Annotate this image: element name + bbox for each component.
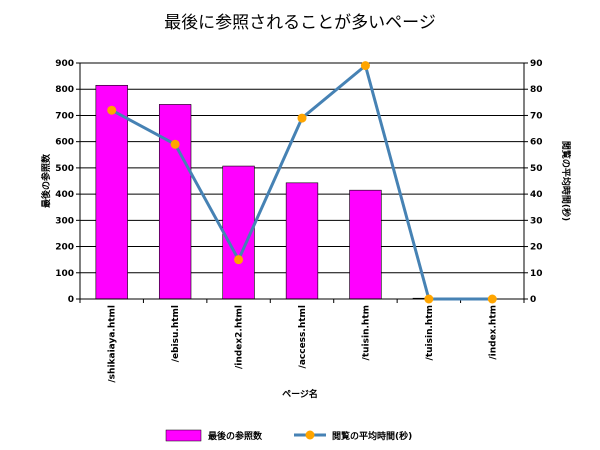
x-category-label: /index2.html [235, 305, 245, 369]
legend-line-label: 閲覧の平均時間(秒) [332, 430, 412, 442]
y-tick-label-right: 50 [530, 164, 543, 174]
y-tick-label-right: 90 [530, 59, 543, 69]
grid-lines [80, 62, 524, 274]
x-axis-title: ページ名 [282, 388, 318, 400]
line-point [107, 105, 117, 115]
y-tick-label-right: 20 [530, 243, 543, 253]
y-tick-label-left: 700 [55, 111, 74, 121]
x-category-label: /access.html [298, 305, 308, 368]
x-category-label: /tuisin.htm [361, 305, 371, 360]
y-tick-label-left: 0 [68, 295, 74, 305]
y-tick-label-left: 300 [55, 216, 74, 226]
line-point [424, 294, 434, 304]
bar [349, 189, 382, 300]
x-category-label: /index.htm [488, 305, 498, 360]
y-tick-label-left: 500 [55, 164, 74, 174]
y-tick-label-left: 100 [55, 269, 74, 279]
bar [158, 104, 192, 300]
line-point [234, 255, 244, 265]
line-point [297, 113, 307, 123]
tick-labels: 0 0 100 10 200 20 300 30 400 40 500 50 600 60 700 70 800… [55, 59, 542, 305]
x-category-label: /shikaiaya.html [108, 305, 118, 383]
y-tick-label-left: 200 [55, 243, 74, 253]
bar-series [95, 84, 446, 300]
line-point [170, 139, 180, 149]
line-point [360, 61, 370, 71]
y-tick-label-right: 40 [530, 190, 543, 200]
legend-line-marker [305, 430, 315, 440]
legend: 最後の参照数 閲覧の平均時間(秒) [165, 429, 412, 442]
y-axis-left-title: 最後の参照数 [40, 153, 52, 208]
line-point [487, 294, 497, 304]
y-tick-label-left: 900 [55, 59, 74, 69]
category-labels: /shikaiaya.html/ebisu.html/index2.html/a… [108, 305, 499, 383]
y-tick-label-right: 10 [530, 269, 543, 279]
bar [95, 84, 128, 300]
x-category-label: /ebisu.html [171, 305, 181, 362]
y-tick-label-left: 600 [55, 138, 74, 148]
y-tick-label-right: 80 [530, 85, 543, 95]
y-tick-label-right: 60 [530, 138, 543, 148]
y-tick-label-left: 400 [55, 190, 74, 200]
axes [76, 62, 528, 303]
y-axis-right-title: 閲覧の平均時間(秒) [560, 141, 572, 221]
chart-title: 最後に参照されることが多いページ [164, 13, 436, 33]
y-tick-label-right: 30 [530, 216, 543, 226]
line-series [107, 61, 497, 304]
y-tick-label-left: 800 [55, 85, 74, 95]
y-tick-label-right: 0 [530, 295, 536, 305]
y-tick-label-right: 70 [530, 111, 543, 121]
bar [285, 182, 319, 300]
legend-bar-swatch [165, 429, 202, 442]
legend-bar-label: 最後の参照数 [208, 430, 263, 442]
x-category-label: /tuisin.htm [425, 305, 435, 360]
